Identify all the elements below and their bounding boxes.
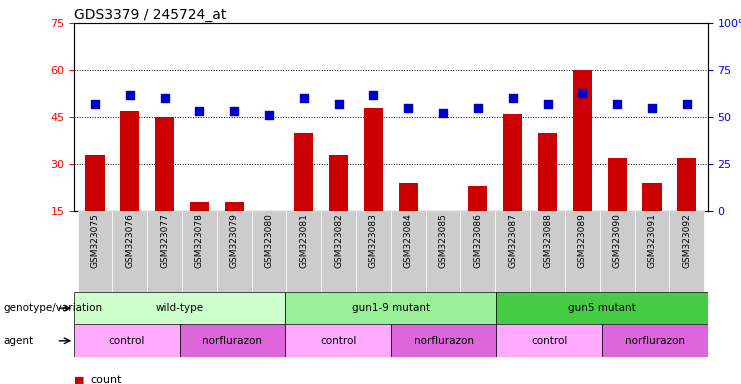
Bar	[85, 155, 104, 258]
Bar	[433, 211, 453, 258]
Point	[437, 110, 449, 116]
Text: GSM323081: GSM323081	[299, 213, 308, 268]
Bar	[364, 108, 383, 258]
Bar	[602, 324, 708, 357]
Point	[263, 112, 275, 118]
Bar	[120, 111, 139, 258]
Bar	[677, 158, 697, 258]
Text: GSM323079: GSM323079	[230, 213, 239, 268]
Text: GSM323086: GSM323086	[473, 213, 482, 268]
Bar	[356, 211, 391, 292]
Bar	[285, 292, 496, 324]
Bar	[225, 202, 244, 258]
Bar	[468, 186, 488, 258]
Bar	[669, 211, 704, 292]
Bar	[179, 324, 285, 357]
Text: GSM323089: GSM323089	[578, 213, 587, 268]
Bar	[217, 211, 252, 292]
Point	[472, 104, 484, 111]
Bar	[182, 211, 217, 292]
Point	[368, 91, 379, 98]
Point	[333, 101, 345, 107]
Text: control: control	[320, 336, 356, 346]
Bar	[399, 183, 418, 258]
Text: GSM323087: GSM323087	[508, 213, 517, 268]
Text: gun5 mutant: gun5 mutant	[568, 303, 636, 313]
Bar	[287, 211, 322, 292]
Bar	[495, 211, 530, 292]
Bar	[322, 211, 356, 292]
Bar	[460, 211, 495, 292]
Text: norflurazon: norflurazon	[625, 336, 685, 346]
Text: GSM323085: GSM323085	[439, 213, 448, 268]
Bar	[252, 211, 287, 292]
Bar	[74, 292, 285, 324]
Bar	[259, 211, 279, 258]
Bar	[113, 211, 147, 292]
Text: GSM323084: GSM323084	[404, 213, 413, 268]
Bar	[573, 70, 592, 258]
Point	[611, 101, 623, 107]
Text: GSM323080: GSM323080	[265, 213, 273, 268]
Text: GSM323088: GSM323088	[543, 213, 552, 268]
Bar	[285, 324, 391, 357]
Text: GSM323083: GSM323083	[369, 213, 378, 268]
Text: GSM323077: GSM323077	[160, 213, 169, 268]
Text: GSM323076: GSM323076	[125, 213, 134, 268]
Text: wild-type: wild-type	[156, 303, 204, 313]
Point	[193, 108, 205, 114]
Text: GDS3379 / 245724_at: GDS3379 / 245724_at	[74, 8, 227, 22]
Text: control: control	[531, 336, 568, 346]
Text: norflurazon: norflurazon	[202, 336, 262, 346]
Text: norflurazon: norflurazon	[413, 336, 473, 346]
Bar	[425, 211, 460, 292]
Bar	[329, 155, 348, 258]
Bar	[147, 211, 182, 292]
Point	[228, 108, 240, 114]
Bar	[391, 324, 496, 357]
Point	[681, 101, 693, 107]
Text: GSM323090: GSM323090	[613, 213, 622, 268]
Bar	[608, 158, 627, 258]
Bar	[642, 183, 662, 258]
Text: GSM323082: GSM323082	[334, 213, 343, 268]
Bar	[634, 211, 669, 292]
Point	[159, 95, 170, 101]
Text: agent: agent	[4, 336, 34, 346]
Text: gun1-9 mutant: gun1-9 mutant	[352, 303, 430, 313]
Bar	[190, 202, 209, 258]
Bar	[391, 211, 425, 292]
Bar	[530, 211, 565, 292]
Point	[507, 95, 519, 101]
Bar	[294, 133, 313, 258]
Text: GSM323078: GSM323078	[195, 213, 204, 268]
Text: GSM323091: GSM323091	[648, 213, 657, 268]
Bar	[496, 292, 708, 324]
Point	[576, 89, 588, 96]
Point	[646, 104, 658, 111]
Point	[89, 101, 101, 107]
Text: count: count	[90, 375, 122, 384]
Point	[402, 104, 414, 111]
Text: ■: ■	[74, 375, 84, 384]
Text: control: control	[109, 336, 145, 346]
Text: GSM323092: GSM323092	[682, 213, 691, 268]
Bar	[78, 211, 113, 292]
Bar	[155, 117, 174, 258]
Text: GSM323075: GSM323075	[90, 213, 99, 268]
Bar	[503, 114, 522, 258]
Point	[124, 91, 136, 98]
Bar	[74, 324, 179, 357]
Bar	[496, 324, 602, 357]
Text: genotype/variation: genotype/variation	[4, 303, 103, 313]
Point	[542, 101, 554, 107]
Point	[298, 95, 310, 101]
Bar	[599, 211, 634, 292]
Bar	[565, 211, 599, 292]
Bar	[538, 133, 557, 258]
